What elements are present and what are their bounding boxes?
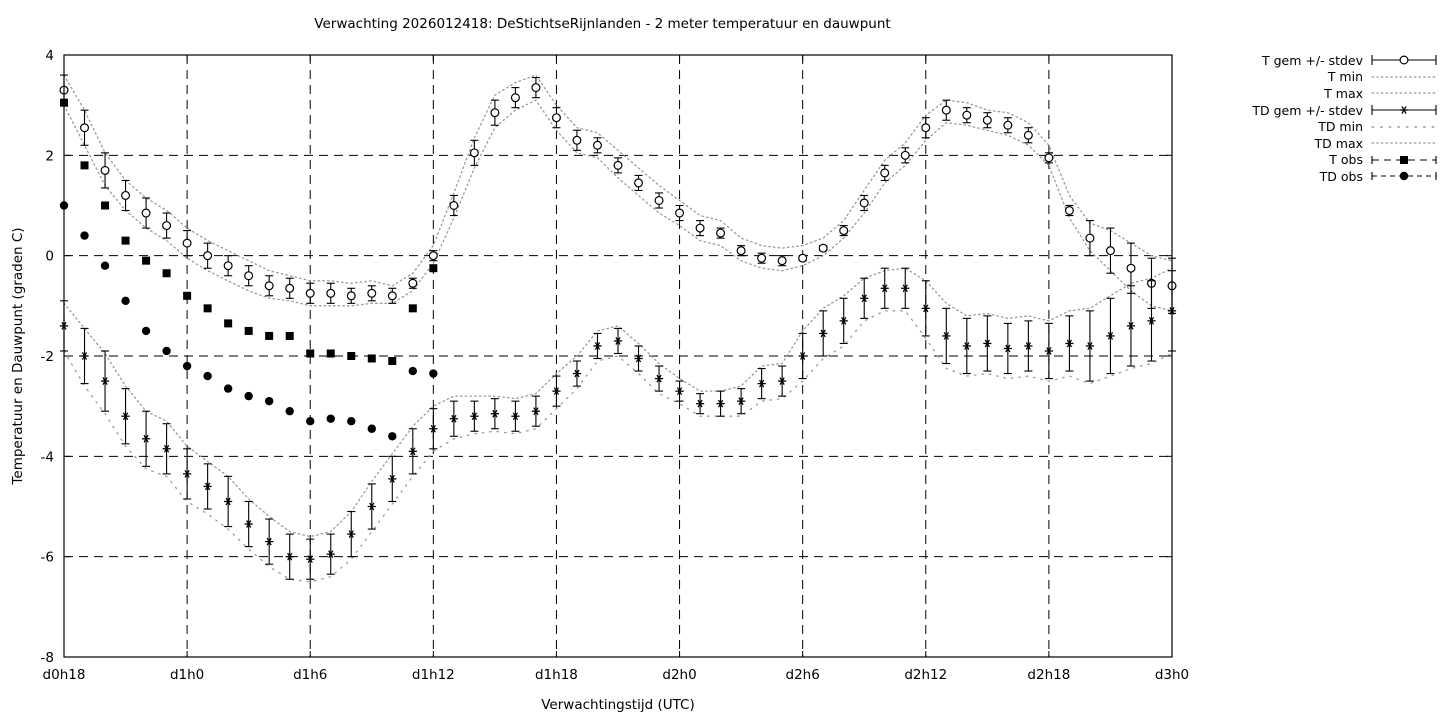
- legend-item-t-gem-stdev[interactable]: T gem +/- stdev: [1208, 52, 1440, 69]
- y-tick-label: 2: [45, 148, 54, 164]
- legend-key-dotted-sparse-icon: [1368, 119, 1440, 135]
- legend-key-dotted-icon: [1368, 135, 1440, 151]
- x-tick-label: d1h12: [412, 667, 455, 683]
- plot-frame: [63, 54, 1173, 658]
- legend-item-t-max[interactable]: T max: [1208, 85, 1440, 102]
- legend-key-dotted-icon: [1368, 85, 1440, 101]
- legend-label: T min: [1327, 69, 1363, 85]
- x-tick-label: d3h0: [1155, 667, 1189, 683]
- x-tick-label: d1h6: [293, 667, 327, 683]
- x-tick-label: d2h12: [904, 667, 947, 683]
- legend: T gem +/- stdev T min T max TD gem +/- stde…: [1208, 52, 1440, 185]
- legend-key-dashed-filled-circle-icon: [1368, 168, 1440, 184]
- legend-label: T gem +/- stdev: [1262, 52, 1363, 68]
- y-tick-label: -6: [41, 550, 54, 566]
- series-t-gem-stdev: [59, 74, 1177, 314]
- series-layer: [59, 74, 1177, 580]
- legend-label: TD gem +/- stdev: [1252, 102, 1363, 118]
- legend-item-td-max[interactable]: TD max: [1208, 135, 1440, 152]
- tick-label-layer: -8 -6 -4 -2 0 2 4 d0h18 d1h0 d1h6 d1h12 d1h18 d2h0 d2…: [10, 48, 1189, 713]
- chart-title: Verwachting 2026012418: DeStichtseRijnla…: [314, 16, 891, 32]
- legend-key-errorbar-open-circle-icon: [1368, 52, 1440, 68]
- legend-label: TD obs: [1319, 168, 1363, 184]
- legend-item-t-obs[interactable]: T obs: [1208, 152, 1440, 169]
- y-tick-label: -2: [41, 349, 54, 365]
- grid-layer: [64, 55, 1172, 657]
- x-tick-label: d2h0: [662, 667, 696, 683]
- legend-label: TD min: [1318, 119, 1363, 135]
- y-tick-label: -8: [41, 650, 54, 666]
- series-t-obs: [60, 98, 438, 366]
- axis-layer: [63, 54, 1173, 658]
- series-td-gem-stdev: [59, 267, 1177, 580]
- legend-key-dotted-icon: [1368, 69, 1440, 85]
- legend-label: T max: [1324, 85, 1363, 101]
- envelope-layer: [63, 74, 1173, 583]
- legend-label: TD max: [1314, 135, 1363, 151]
- y-tick-label: -4: [41, 449, 54, 465]
- x-tick-label: d1h0: [170, 667, 204, 683]
- y-axis-label: Temperatuur en Dauwpunt (graden C): [10, 227, 26, 485]
- x-tick-label: d1h18: [535, 667, 578, 683]
- x-tick-label: d0h18: [43, 667, 86, 683]
- y-tick-label: 4: [45, 48, 54, 64]
- envelope-line-td-max: [63, 267, 1173, 538]
- series-td-obs: [59, 201, 438, 441]
- envelope-line-t-min: [63, 99, 1173, 312]
- x-tick-label: d2h6: [786, 667, 820, 683]
- envelope-line-t-max: [63, 74, 1173, 287]
- legend-item-td-min[interactable]: TD min: [1208, 118, 1440, 135]
- x-tick-label: d2h18: [1027, 667, 1070, 683]
- legend-key-dashed-filled-square-icon: [1368, 152, 1440, 168]
- legend-label: T obs: [1329, 152, 1363, 168]
- y-tick-label: 0: [45, 249, 54, 265]
- legend-item-t-min[interactable]: T min: [1208, 69, 1440, 86]
- legend-item-td-obs[interactable]: TD obs: [1208, 168, 1440, 185]
- x-axis-label: Verwachtingstijd (UTC): [541, 697, 695, 713]
- legend-item-td-gem-stdev[interactable]: TD gem +/- stdev: [1208, 102, 1440, 119]
- legend-key-errorbar-star-icon: [1368, 102, 1440, 118]
